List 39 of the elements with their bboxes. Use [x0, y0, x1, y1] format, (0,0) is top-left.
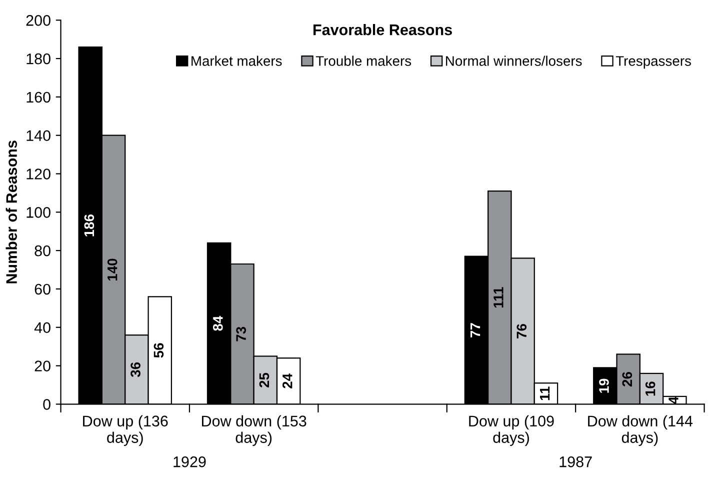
y-tick-label: 0	[43, 399, 50, 410]
data-label: 186	[84, 214, 94, 236]
data-label: 140	[107, 258, 118, 280]
data-label: 19	[599, 378, 609, 393]
legend-label: Normal winners/losers	[446, 56, 582, 66]
x-tick-label: Dow down (153 days)	[202, 415, 306, 446]
y-tick-label: 120	[26, 168, 50, 180]
data-label: 36	[130, 362, 140, 378]
data-label: 26	[622, 372, 632, 386]
data-label: 77	[470, 323, 480, 338]
x-tick-label: Dow down (144 days)	[588, 415, 693, 446]
y-tick-label: 140	[26, 130, 50, 142]
data-label: 111	[494, 287, 504, 308]
y-tick-label: 180	[26, 53, 50, 64]
data-label: 73	[236, 326, 246, 342]
data-label: 24	[282, 373, 292, 388]
data-label: 84	[212, 316, 223, 331]
x-tick-label: Dow up (109 days)	[469, 415, 554, 446]
data-label: 4	[668, 396, 678, 404]
legend-label: Trespassers	[616, 56, 691, 69]
y-axis-title: Number of Reasons	[6, 140, 17, 284]
y-tick-label: 40	[34, 322, 50, 334]
legend-label: Market makers	[192, 56, 282, 66]
x-tick-label: Dow up (136 days)	[83, 415, 168, 446]
data-label: 16	[645, 382, 656, 396]
y-tick-label: 200	[26, 15, 50, 26]
y-tick-label: 100	[26, 207, 50, 218]
y-tick-label: 20	[34, 360, 50, 372]
y-tick-label: 160	[26, 92, 50, 103]
text: 1987	[560, 456, 592, 468]
y-tick-label: 80	[34, 245, 50, 256]
legend-label: Trouble makers	[316, 56, 412, 66]
data-label: 25	[259, 372, 270, 388]
data-label: 11	[540, 386, 550, 400]
data-label: 76	[516, 324, 527, 338]
y-tick-label: 60	[34, 284, 50, 295]
chart-title: Favorable Reasons	[314, 24, 452, 36]
text: 1929	[174, 456, 206, 468]
data-label: 56	[154, 343, 164, 358]
